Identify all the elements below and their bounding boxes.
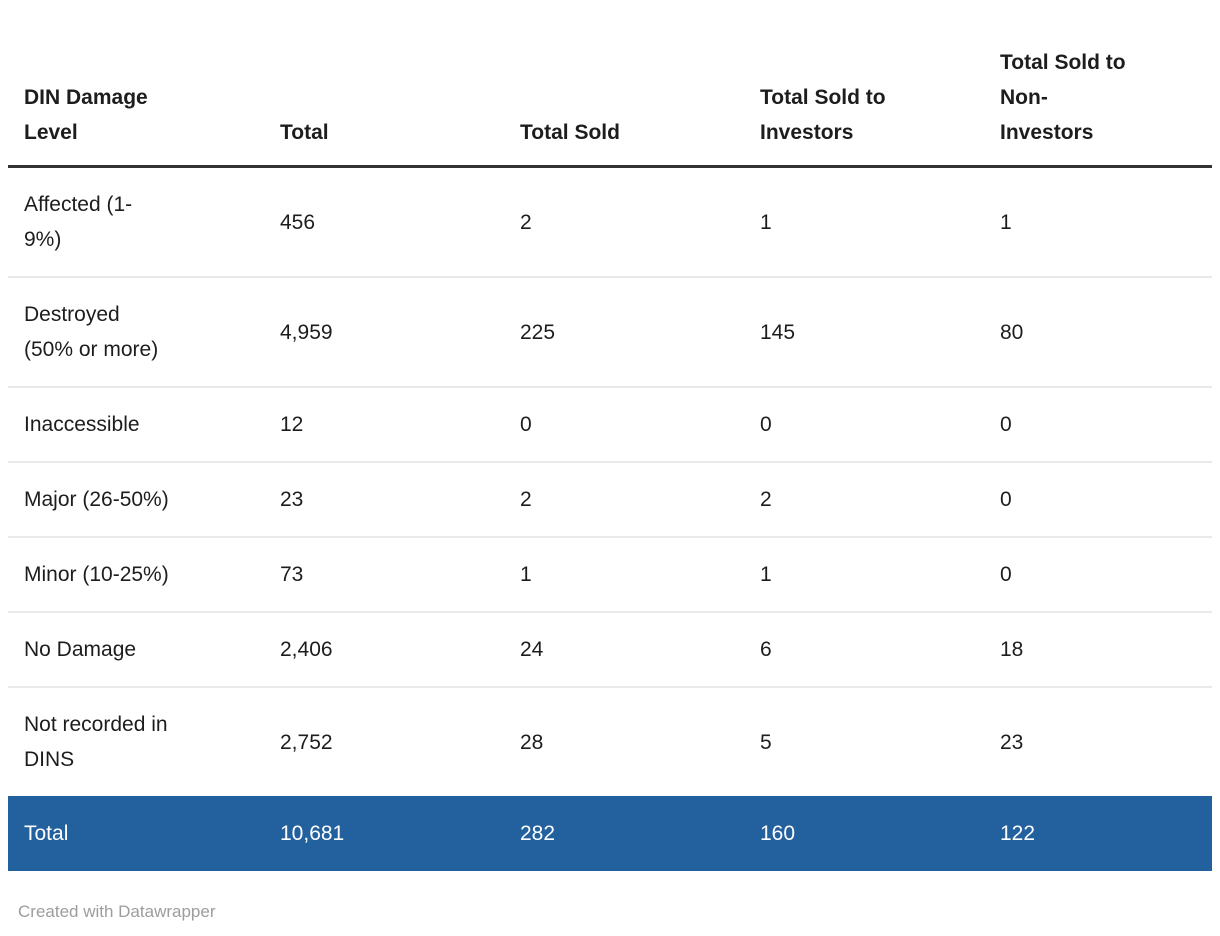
cell-total-sold: 0 xyxy=(504,386,744,462)
column-header-total: Total xyxy=(264,45,504,168)
cell-sold-non-investors: 23 xyxy=(984,686,1212,796)
total-cell-total: 10,681 xyxy=(264,796,504,871)
row-label: No Damage xyxy=(8,611,264,687)
table-row-not-recorded: Not recorded in DINS 2,752 28 5 23 xyxy=(8,686,1212,796)
cell-total: 456 xyxy=(280,210,316,234)
cell-sold-non-investors: 18 xyxy=(984,611,1212,687)
cell-total: 2,752 xyxy=(264,686,504,796)
column-header-sold-investors: Total Sold to Investors xyxy=(744,45,984,168)
column-header-total-sold: Total Sold xyxy=(504,45,744,168)
cell-total-sold: 1 xyxy=(504,536,744,612)
row-label: Minor (10-25%) xyxy=(8,536,264,612)
cell-sold-investors: 5 xyxy=(744,686,984,796)
row-label: Inaccessible xyxy=(8,386,264,462)
cell-total-sold: 225 xyxy=(504,276,744,387)
column-header-damage-level: DIN Damage Level xyxy=(8,45,264,168)
cell-total: 2,406 xyxy=(264,611,504,687)
cell-sold-investors: 145 xyxy=(744,276,984,387)
header-row: DIN Damage Level Total Total Sold Total … xyxy=(8,45,1212,168)
cell-total-sold: 2 xyxy=(504,461,744,537)
cell-total: 73 xyxy=(264,536,504,612)
datawrapper-attribution-link[interactable]: Created with Datawrapper xyxy=(18,902,216,921)
column-header-sold-non-investors: Total Sold to Non- Investors xyxy=(984,45,1212,168)
total-cell-total-sold: 282 xyxy=(504,796,744,871)
cell-total-sold: 28 xyxy=(504,686,744,796)
cell-sold-non-investors: 0 xyxy=(984,386,1212,462)
cell-sold-non-investors: 80 xyxy=(984,276,1212,387)
row-label: Destroyed (50% or more) xyxy=(8,276,264,387)
row-label: Major (26-50%) xyxy=(8,461,264,537)
table-row-inaccessible: Inaccessible 12 0 0 0 xyxy=(8,386,1212,462)
cell-sold-non-investors: 1 xyxy=(1000,210,1012,234)
attribution-footer: Created with Datawrapper xyxy=(8,901,1212,923)
cell-sold-non-investors: 0 xyxy=(984,536,1212,612)
data-table: DIN Damage Level Total Total Sold Total … xyxy=(8,45,1212,871)
total-cell-sold-investors: 160 xyxy=(744,796,984,871)
table-body: Affected (1- 9%) 456 2 1 1 Destroyed (50… xyxy=(8,167,1212,871)
cell-sold-investors: 2 xyxy=(744,461,984,537)
table-row-major: Major (26-50%) 23 2 2 0 xyxy=(8,461,1212,537)
cell-sold-investors: 1 xyxy=(744,536,984,612)
table-row-affected: Affected (1- 9%) 456 2 1 1 xyxy=(8,167,1212,278)
cell-total: 23 xyxy=(264,461,504,537)
row-label: Affected (1- 9%) xyxy=(24,193,133,251)
total-row-label: Total xyxy=(8,796,264,871)
cell-total: 12 xyxy=(264,386,504,462)
cell-sold-investors: 1 xyxy=(760,210,772,234)
row-label: Not recorded in DINS xyxy=(8,686,264,796)
table-header: DIN Damage Level Total Total Sold Total … xyxy=(8,45,1212,168)
cell-sold-non-investors: 0 xyxy=(984,461,1212,537)
table-row-no-damage: No Damage 2,406 24 6 18 xyxy=(8,611,1212,687)
total-row: Total 10,681 282 160 122 xyxy=(8,796,1212,871)
cell-sold-investors: 6 xyxy=(744,611,984,687)
table-row-minor: Minor (10-25%) 73 1 1 0 xyxy=(8,536,1212,612)
cell-sold-investors: 0 xyxy=(744,386,984,462)
cell-total: 4,959 xyxy=(264,276,504,387)
cell-total-sold: 2 xyxy=(520,210,532,234)
cell-total-sold: 24 xyxy=(504,611,744,687)
total-cell-sold-non-investors: 122 xyxy=(984,796,1212,871)
table-row-destroyed: Destroyed (50% or more) 4,959 225 145 80 xyxy=(8,276,1212,387)
